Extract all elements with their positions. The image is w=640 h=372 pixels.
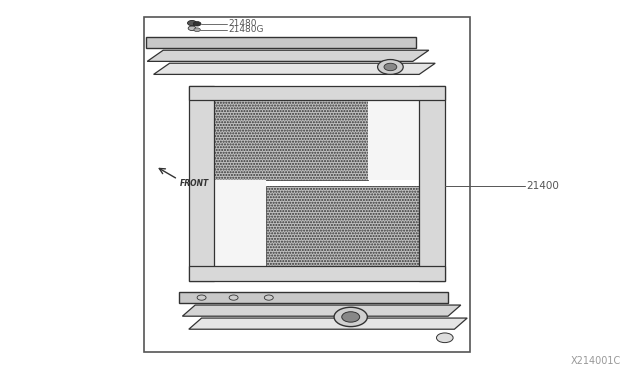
Polygon shape: [179, 292, 448, 303]
Circle shape: [264, 295, 273, 300]
Polygon shape: [189, 318, 467, 329]
Polygon shape: [146, 37, 416, 48]
Circle shape: [188, 26, 196, 31]
Polygon shape: [266, 186, 445, 266]
Circle shape: [188, 20, 196, 26]
Polygon shape: [189, 100, 368, 180]
Circle shape: [384, 63, 397, 71]
Circle shape: [197, 295, 206, 300]
Polygon shape: [189, 86, 214, 281]
Polygon shape: [214, 100, 419, 266]
Circle shape: [378, 60, 403, 74]
Text: X214001C: X214001C: [570, 356, 621, 366]
Polygon shape: [147, 50, 429, 61]
Circle shape: [229, 295, 238, 300]
Polygon shape: [154, 63, 435, 74]
Text: 21480G: 21480G: [228, 25, 264, 34]
Text: FRONT: FRONT: [180, 179, 209, 188]
Text: 21400: 21400: [527, 181, 559, 191]
Polygon shape: [189, 86, 445, 100]
Text: 21480: 21480: [228, 19, 257, 28]
Polygon shape: [189, 266, 445, 281]
Polygon shape: [182, 305, 461, 316]
Circle shape: [334, 307, 367, 327]
Circle shape: [436, 333, 453, 343]
Circle shape: [342, 312, 360, 322]
Circle shape: [194, 28, 200, 32]
Bar: [144, 17, 470, 352]
Circle shape: [193, 22, 201, 26]
Polygon shape: [419, 86, 445, 281]
